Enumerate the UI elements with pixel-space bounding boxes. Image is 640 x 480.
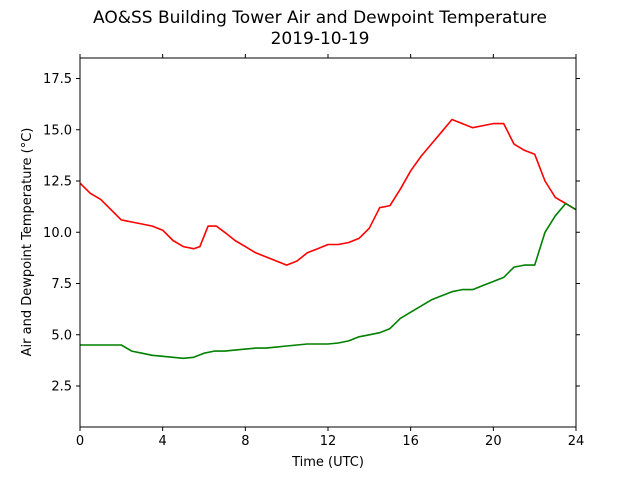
series-line-1 (80, 118, 576, 266)
y-tick-label: 17.5 (43, 72, 72, 87)
x-tick-label: 24 (568, 434, 585, 449)
y-tick-label: 12.5 (43, 175, 72, 190)
chart-subtitle: 2019-10-19 (270, 29, 370, 49)
chart-title: AO&SS Building Tower Air and Dewpoint Te… (92, 8, 547, 28)
y-tick-label: 10.0 (43, 226, 72, 241)
y-tick-label: 7.5 (51, 277, 72, 292)
y-tick-label: 15.0 (43, 123, 72, 138)
series-layer (80, 118, 576, 360)
axes-layer: 0 4 8 12 16 20 24 2.5 5.0 7.5 10.0 12.5 15.0 17.5 (43, 54, 584, 449)
plot-frame (79, 57, 577, 428)
y-tick-label: 5.0 (51, 328, 72, 343)
series-line-2 (80, 202, 576, 360)
x-tick-label: 0 (76, 434, 84, 449)
x-tick-label: 8 (241, 434, 249, 449)
x-tick-label: 16 (402, 434, 419, 449)
x-tick-label: 20 (485, 434, 502, 449)
y-tick-label: 2.5 (51, 380, 72, 395)
x-tick-label: 4 (159, 434, 167, 449)
x-tick-label: 12 (320, 434, 337, 449)
x-axis-label: Time (UTC) (291, 455, 364, 470)
y-axis-label: Air and Dewpoint Temperature (°C) (20, 128, 35, 357)
